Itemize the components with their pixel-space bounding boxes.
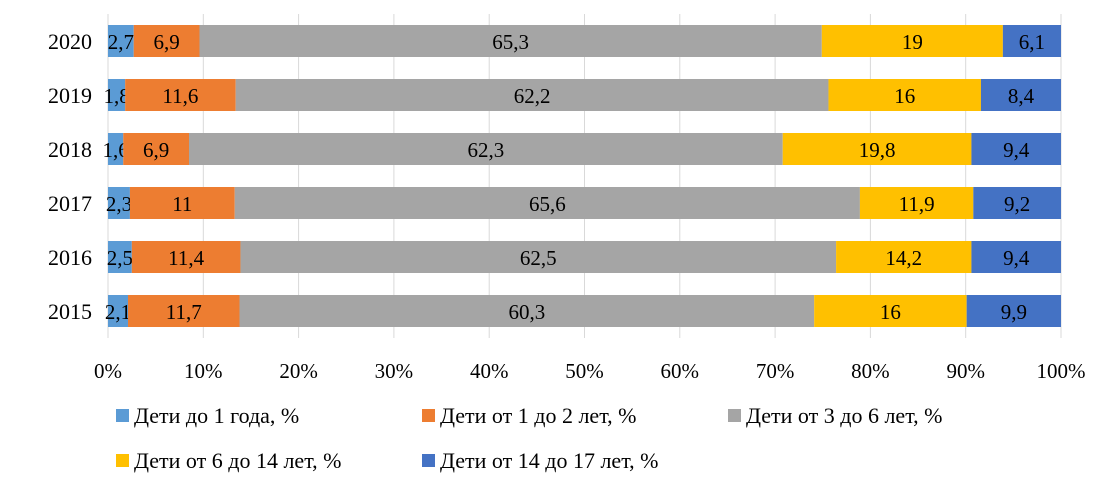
bar-segment — [821, 25, 1003, 57]
data-label: 62,2 — [514, 84, 551, 108]
y-category-label: 2018 — [48, 137, 92, 162]
bar-segment — [123, 133, 190, 165]
data-label: 11,6 — [162, 84, 198, 108]
bar-segment — [234, 187, 860, 219]
legend-label: Дети до 1 года, % — [134, 403, 299, 428]
data-label: 11 — [172, 192, 192, 216]
bar-segment — [108, 25, 134, 57]
bar-segment — [128, 295, 240, 327]
bar-segment — [125, 79, 236, 111]
data-label: 19 — [902, 30, 923, 54]
legend-swatch — [116, 454, 129, 467]
data-label: 8,4 — [1008, 84, 1035, 108]
data-label: 9,4 — [1003, 246, 1030, 270]
x-tick-label: 100% — [1037, 359, 1086, 383]
bar-segment — [108, 133, 124, 165]
x-tick-label: 30% — [375, 359, 414, 383]
x-tick-label: 10% — [184, 359, 223, 383]
bar-segment — [108, 79, 126, 111]
y-category-label: 2020 — [48, 29, 92, 54]
bar-segment — [108, 241, 132, 273]
bar-segment — [108, 295, 129, 327]
legend-swatch — [422, 454, 435, 467]
gridlines — [107, 14, 1062, 338]
y-category-label: 2019 — [48, 83, 92, 108]
value-axis: 0% 10% 20% 30% 40% 50% 60% 70% 80% 90% 100% — [94, 359, 1086, 383]
data-label: 16 — [880, 300, 901, 324]
data-label: 11,4 — [168, 246, 204, 270]
bar-segment — [133, 25, 200, 57]
legend-label: Дети от 6 до 14 лет, % — [134, 448, 341, 473]
bar-segment — [973, 187, 1061, 219]
bar-segment — [814, 295, 967, 327]
data-label: 9,2 — [1004, 192, 1030, 216]
bar-segment — [971, 133, 1061, 165]
data-label: 6,9 — [143, 138, 169, 162]
data-label: 2,1 — [105, 300, 131, 324]
bar-segment — [235, 79, 829, 111]
bar-segment — [199, 25, 822, 57]
bar-segment — [131, 241, 241, 273]
y-category-label: 2017 — [48, 191, 92, 216]
data-label: 6,9 — [153, 30, 179, 54]
legend: Дети до 1 года, % Дети от 1 до 2 лет, % Де… — [116, 403, 942, 473]
x-tick-label: 50% — [565, 359, 604, 383]
legend-swatch — [116, 409, 129, 422]
x-tick-label: 80% — [851, 359, 890, 383]
bar-segment — [828, 79, 981, 111]
x-tick-label: 0% — [94, 359, 122, 383]
category-axis: 2020 2019 2018 2017 2016 2015 — [48, 29, 92, 324]
x-tick-label: 40% — [470, 359, 509, 383]
legend-swatch — [728, 409, 741, 422]
data-label: 2,7 — [108, 30, 134, 54]
bar-segment — [971, 241, 1061, 273]
bar-segment — [129, 187, 235, 219]
x-tick-label: 60% — [661, 359, 700, 383]
legend-label: Дети от 14 до 17 лет, % — [440, 448, 658, 473]
data-label: 2,3 — [106, 192, 132, 216]
data-label: 9,4 — [1003, 138, 1030, 162]
data-label: 11,7 — [166, 300, 202, 324]
data-label: 11,9 — [899, 192, 935, 216]
data-label: 62,5 — [520, 246, 557, 270]
bar-segment — [239, 295, 815, 327]
bar-segment — [108, 187, 130, 219]
bar-segment — [859, 187, 974, 219]
legend-swatch — [422, 409, 435, 422]
bar-segment — [1002, 25, 1061, 57]
legend-label: Дети от 3 до 6 лет, % — [746, 403, 942, 428]
legend-label: Дети от 1 до 2 лет, % — [440, 403, 636, 428]
y-category-label: 2016 — [48, 245, 92, 270]
x-tick-label: 90% — [946, 359, 985, 383]
data-label: 19,8 — [859, 138, 896, 162]
data-label: 65,3 — [492, 30, 529, 54]
x-tick-label: 20% — [279, 359, 318, 383]
bar-segment — [189, 133, 783, 165]
bar-segment — [836, 241, 972, 273]
data-label: 2,5 — [107, 246, 133, 270]
data-label: 60,3 — [508, 300, 545, 324]
bar-segment — [782, 133, 972, 165]
y-category-label: 2015 — [48, 299, 92, 324]
bar-segment — [240, 241, 837, 273]
data-label: 6,1 — [1019, 30, 1045, 54]
data-label: 16 — [894, 84, 915, 108]
bar-segment — [980, 79, 1061, 111]
x-tick-label: 70% — [756, 359, 795, 383]
data-label: 65,6 — [529, 192, 566, 216]
data-label: 14,2 — [885, 246, 922, 270]
data-label: 9,9 — [1001, 300, 1027, 324]
data-label: 62,3 — [467, 138, 504, 162]
bar-segments: 2,7 6,9 65,3 19 6,11,8 11,6 62,2 16 8,41,6 6,9 62,… — [102, 25, 1061, 327]
bar-segment — [966, 295, 1061, 327]
